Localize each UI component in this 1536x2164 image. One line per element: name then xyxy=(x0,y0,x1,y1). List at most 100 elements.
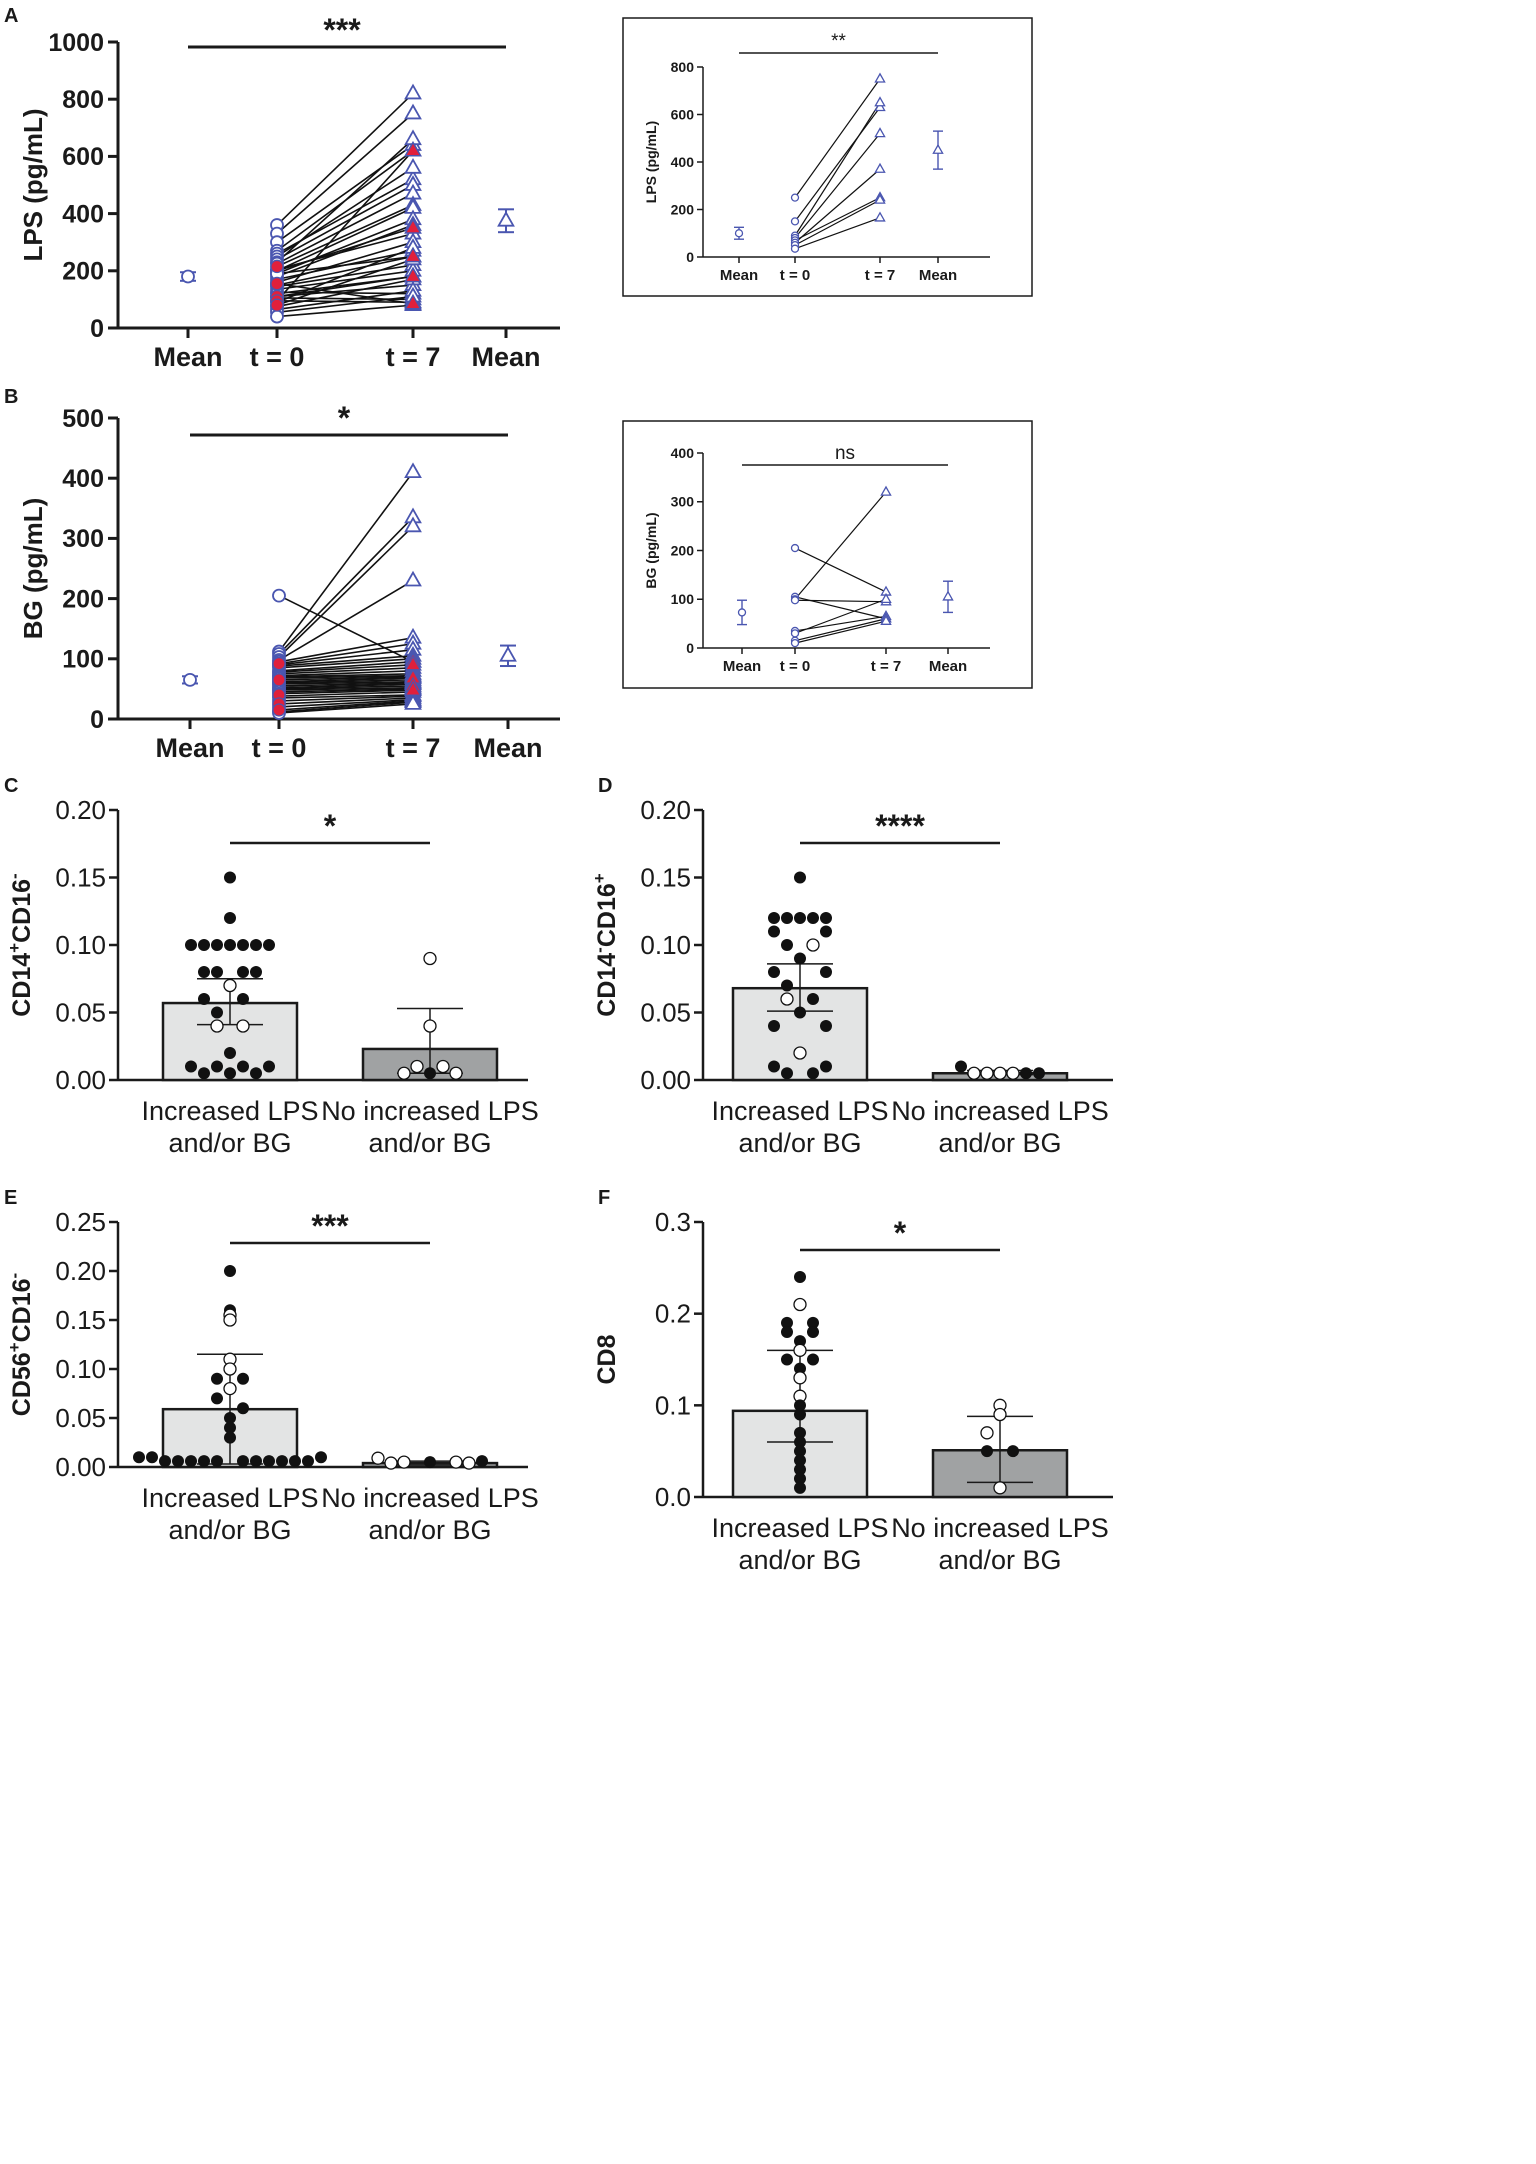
data-point-filled xyxy=(237,966,249,978)
data-point-filled xyxy=(172,1455,184,1468)
panel-b-inset: 0 100 200 300 400 Mean t = 0 t = 7 Mean BG (pg/mL… xyxy=(622,420,1033,689)
y-tick-label: 600 xyxy=(62,143,104,171)
pair-line xyxy=(278,667,414,675)
pair-line xyxy=(278,688,414,693)
y-tick-label: 0.20 xyxy=(55,1256,106,1286)
y-tick-label: 200 xyxy=(62,258,104,286)
x-category-label: Increased LPS xyxy=(141,1096,318,1126)
panel-c: 0.00 0.05 0.10 0.15 0.20 CD14+CD16- Increased … xyxy=(5,795,539,1158)
significance-label: * xyxy=(894,1215,907,1251)
point-t0 xyxy=(790,629,800,638)
inset-frame xyxy=(622,17,1033,297)
point-t0 xyxy=(790,596,800,605)
pair-line xyxy=(278,679,414,684)
data-point-filled xyxy=(794,1408,806,1421)
y-axis-title: BG (pg/mL) xyxy=(18,498,48,640)
x-tick-label: t = 7 xyxy=(386,733,441,763)
data-point-filled xyxy=(159,1455,171,1468)
data-point-open xyxy=(223,978,237,993)
y-tick-label: 800 xyxy=(671,59,695,75)
pair-line xyxy=(278,594,414,663)
pair-line xyxy=(278,701,414,713)
point-t7 xyxy=(874,211,886,222)
x-tick-label: Mean xyxy=(720,267,758,284)
y-tick-label: 400 xyxy=(671,445,695,461)
data-point-filled xyxy=(198,939,210,951)
data-point-open xyxy=(780,992,794,1006)
data-point-filled xyxy=(198,1067,210,1080)
pair-line xyxy=(794,598,887,634)
y-axis-title: CD14+CD16- xyxy=(5,873,36,1016)
data-point-filled xyxy=(820,966,832,978)
point-t7 xyxy=(404,103,422,120)
x-tick-label: t = 0 xyxy=(780,658,810,675)
pair-line xyxy=(278,683,414,689)
y-tick-label: 0.25 xyxy=(55,1207,106,1237)
pair-line xyxy=(794,199,881,246)
data-point-filled xyxy=(250,1455,262,1468)
data-point-filled xyxy=(768,1020,780,1032)
highlight-point-t7 xyxy=(404,267,422,283)
data-point-filled xyxy=(794,1472,806,1485)
data-point-filled xyxy=(794,912,806,924)
data-point-filled xyxy=(807,993,819,1005)
pair-line xyxy=(276,144,414,243)
x-tick-label: Mean xyxy=(929,658,967,675)
data-point-filled xyxy=(781,979,793,992)
data-point-filled xyxy=(250,1067,262,1080)
pair-line xyxy=(278,703,414,714)
data-point-filled xyxy=(1007,1445,1019,1458)
data-point-filled xyxy=(1033,1067,1045,1080)
x-tick-label: t = 7 xyxy=(865,267,895,284)
data-point-filled xyxy=(198,1455,210,1468)
data-point-filled xyxy=(224,1265,236,1277)
y-tick-label: 0 xyxy=(90,706,104,734)
data-point-open xyxy=(967,1066,981,1080)
data-point-filled xyxy=(424,1456,436,1469)
panel-letter-a: A xyxy=(4,5,18,27)
x-tick-label: Mean xyxy=(919,267,957,284)
data-point-filled xyxy=(794,1481,806,1494)
data-point-filled xyxy=(768,1060,780,1073)
significance-label: **** xyxy=(875,808,925,844)
highlight-point-t0 xyxy=(272,657,286,671)
data-point-filled xyxy=(794,1463,806,1476)
data-point-filled xyxy=(250,939,262,951)
x-category-label: Increased LPS xyxy=(711,1096,888,1126)
data-point-filled xyxy=(133,1451,145,1464)
y-tick-label: 0.15 xyxy=(55,1305,106,1335)
x-category-label: No increased LPS xyxy=(891,1096,1109,1126)
y-tick-label: 100 xyxy=(671,591,695,607)
pair-line xyxy=(276,227,414,272)
panel-a: 0 200 400 600 800 1000 Mean t = 0 t = 7 Mean LPS (… xyxy=(18,12,560,372)
data-point-filled xyxy=(263,1455,275,1468)
data-point-filled xyxy=(820,925,832,938)
pair-line xyxy=(276,304,414,318)
pair-line xyxy=(276,255,414,275)
x-tick-label: Mean xyxy=(155,733,224,763)
data-point-open xyxy=(223,1362,237,1376)
data-point-filled xyxy=(794,1399,806,1412)
data-point-open xyxy=(993,1066,1007,1080)
y-axis-title: LPS (pg/mL) xyxy=(643,121,659,203)
data-point-filled xyxy=(794,871,806,884)
pair-line xyxy=(794,168,881,244)
y-axis-title: BG (pg/mL) xyxy=(643,512,659,588)
data-point-open xyxy=(793,1297,807,1312)
x-category-label: and/or BG xyxy=(368,1515,491,1545)
y-axis-title-superscript: + xyxy=(5,1342,24,1352)
data-point-open xyxy=(806,938,820,952)
x-category-label: and/or BG xyxy=(168,1515,291,1545)
pair-line xyxy=(276,192,414,265)
y-axis-title-part: CD14 xyxy=(593,953,621,1017)
pair-line xyxy=(278,677,414,683)
pair-line xyxy=(794,618,887,642)
data-point-filled xyxy=(224,912,236,924)
y-tick-label: 800 xyxy=(62,86,104,114)
y-tick-label: 500 xyxy=(62,405,104,433)
data-point-filled xyxy=(237,993,249,1005)
x-category-label: and/or BG xyxy=(738,1545,861,1575)
pair-line xyxy=(276,290,414,311)
point-t7 xyxy=(404,516,422,533)
y-axis-title-part: CD16 xyxy=(8,1278,36,1342)
